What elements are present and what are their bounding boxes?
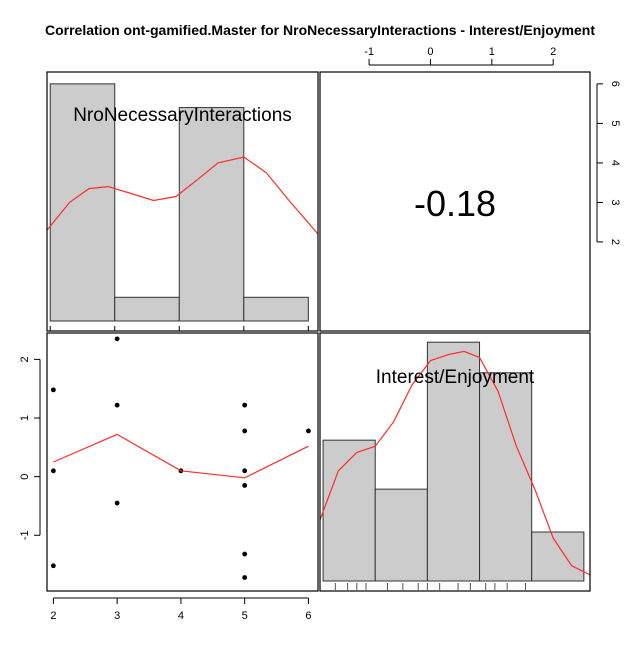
right-tick-label: 6	[609, 81, 621, 87]
scatter-point	[50, 387, 56, 393]
scatter-point	[242, 428, 248, 434]
y-tick-label: -1	[19, 530, 31, 540]
histogram-bar	[243, 296, 309, 322]
histogram-bar	[426, 341, 481, 582]
density-curve	[319, 350, 591, 576]
histogram-bar	[479, 372, 533, 582]
variable-label: NroNecessaryInteractions	[73, 105, 292, 126]
x-tick-label: 6	[305, 610, 311, 622]
variable-label: Interest/Enjoyment	[376, 367, 535, 388]
scatter-point	[242, 575, 248, 580]
y-tick-label: 1	[19, 415, 31, 421]
top-tick-label: 1	[489, 46, 495, 58]
top-tick-label: 0	[427, 46, 433, 58]
x-tick-label: 5	[242, 610, 248, 622]
panel-bottom-left	[50, 336, 311, 580]
panel-bottom-right: Interest/Enjoyment	[319, 341, 591, 590]
scatter-point	[114, 402, 120, 408]
right-tick-label: 2	[609, 239, 621, 245]
density-curve	[46, 156, 319, 235]
scatter-point	[242, 483, 248, 488]
scatter-point	[114, 336, 120, 342]
scatter-point	[50, 563, 56, 569]
scatter-point	[242, 402, 248, 408]
panel-frame-tl	[46, 71, 319, 332]
x-tick-label: 3	[114, 610, 120, 622]
panel-frames	[46, 71, 591, 592]
panel-frame-bl	[46, 332, 319, 592]
right-tick-label: 3	[609, 199, 621, 205]
histogram-bar	[49, 83, 116, 322]
panel-top-left: NroNecessaryInteractions	[46, 83, 319, 331]
x-tick-label: 4	[178, 610, 184, 622]
scatter-point	[114, 500, 120, 506]
histogram-bar	[531, 531, 585, 582]
correlation-value: -0.18	[414, 183, 496, 224]
axes: 2 3 4 5 6 2 1 0 -1 -1 0 1 2 2 3 4 5 6	[19, 46, 621, 622]
right-tick-label: 5	[609, 120, 621, 126]
histogram-bar	[322, 439, 376, 582]
right-tick-label: 4	[609, 160, 621, 166]
panel-top-right: -0.18	[414, 183, 496, 224]
smooth-line	[53, 433, 309, 479]
scatter-point	[306, 428, 311, 434]
scatter-point	[242, 468, 248, 474]
top-tick-label: -1	[364, 46, 374, 58]
scatter-point	[242, 551, 248, 557]
histogram-bar	[178, 107, 245, 322]
x-tick-label: 2	[50, 610, 56, 622]
histogram-bar	[374, 488, 428, 582]
scatter-point	[50, 468, 56, 474]
histogram-bar	[114, 296, 180, 322]
y-tick-label: 2	[19, 356, 31, 362]
top-tick-label: 2	[550, 46, 556, 58]
y-tick-label: 0	[19, 474, 31, 480]
chart-title: Correlation ont-gamified.Master for NroN…	[45, 22, 595, 38]
panel-frame-tr	[319, 71, 591, 332]
panel-frame-br	[319, 332, 591, 592]
